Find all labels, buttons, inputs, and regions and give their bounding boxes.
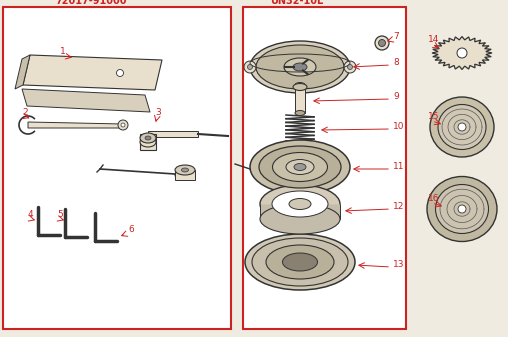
Circle shape	[344, 61, 356, 73]
Ellipse shape	[272, 153, 328, 182]
Ellipse shape	[266, 245, 334, 279]
Circle shape	[458, 205, 466, 213]
Circle shape	[247, 64, 252, 69]
Ellipse shape	[250, 41, 350, 93]
Circle shape	[244, 61, 256, 73]
Bar	[295, 85, 305, 113]
Ellipse shape	[175, 165, 195, 175]
Ellipse shape	[435, 184, 489, 234]
Circle shape	[347, 64, 353, 69]
Ellipse shape	[293, 84, 307, 91]
Ellipse shape	[175, 170, 195, 180]
Text: 9: 9	[393, 92, 399, 101]
Ellipse shape	[295, 111, 305, 116]
Text: 2: 2	[22, 108, 27, 117]
Text: 10: 10	[393, 122, 404, 131]
Text: 12: 12	[393, 202, 404, 211]
Bar	[140, 134, 156, 150]
Text: 1: 1	[60, 47, 66, 56]
Ellipse shape	[260, 204, 340, 234]
Text: 5: 5	[57, 210, 63, 219]
Ellipse shape	[284, 58, 316, 76]
Text: 13: 13	[393, 260, 404, 269]
Text: 8: 8	[393, 58, 399, 67]
Ellipse shape	[259, 146, 341, 188]
Ellipse shape	[260, 185, 340, 223]
Text: 14: 14	[428, 35, 439, 44]
Ellipse shape	[295, 83, 305, 88]
Ellipse shape	[256, 45, 344, 89]
Text: 15: 15	[428, 112, 439, 121]
Bar	[3, 7, 231, 329]
Ellipse shape	[427, 177, 497, 242]
Polygon shape	[15, 55, 30, 89]
Text: 11: 11	[393, 162, 404, 171]
Ellipse shape	[272, 191, 328, 217]
Ellipse shape	[430, 97, 494, 157]
Polygon shape	[432, 36, 492, 69]
Text: 3: 3	[155, 108, 161, 117]
Ellipse shape	[282, 253, 318, 271]
Text: 16: 16	[428, 194, 439, 203]
Polygon shape	[23, 55, 162, 90]
Ellipse shape	[140, 133, 156, 143]
Bar	[148, 131, 198, 137]
Circle shape	[116, 69, 123, 76]
Ellipse shape	[252, 238, 348, 286]
Ellipse shape	[438, 104, 486, 150]
Circle shape	[118, 120, 128, 130]
Polygon shape	[28, 122, 123, 128]
Polygon shape	[260, 204, 340, 219]
Text: 7: 7	[393, 32, 399, 41]
Circle shape	[375, 36, 389, 50]
Ellipse shape	[145, 136, 151, 140]
Ellipse shape	[245, 234, 355, 290]
Text: 6: 6	[128, 225, 134, 234]
Ellipse shape	[289, 198, 311, 210]
Text: 4: 4	[28, 210, 34, 219]
Bar	[243, 7, 406, 329]
Circle shape	[457, 48, 467, 58]
Ellipse shape	[181, 168, 188, 172]
Bar	[175, 170, 195, 180]
Circle shape	[378, 39, 386, 47]
Circle shape	[121, 123, 125, 127]
Ellipse shape	[286, 159, 314, 175]
Ellipse shape	[293, 63, 307, 71]
Text: UN32-10L: UN32-10L	[270, 0, 323, 6]
Ellipse shape	[250, 140, 350, 194]
Ellipse shape	[140, 137, 156, 147]
Polygon shape	[22, 89, 150, 112]
Text: 72017-91000: 72017-91000	[55, 0, 126, 6]
Circle shape	[458, 123, 466, 131]
Ellipse shape	[294, 163, 306, 171]
